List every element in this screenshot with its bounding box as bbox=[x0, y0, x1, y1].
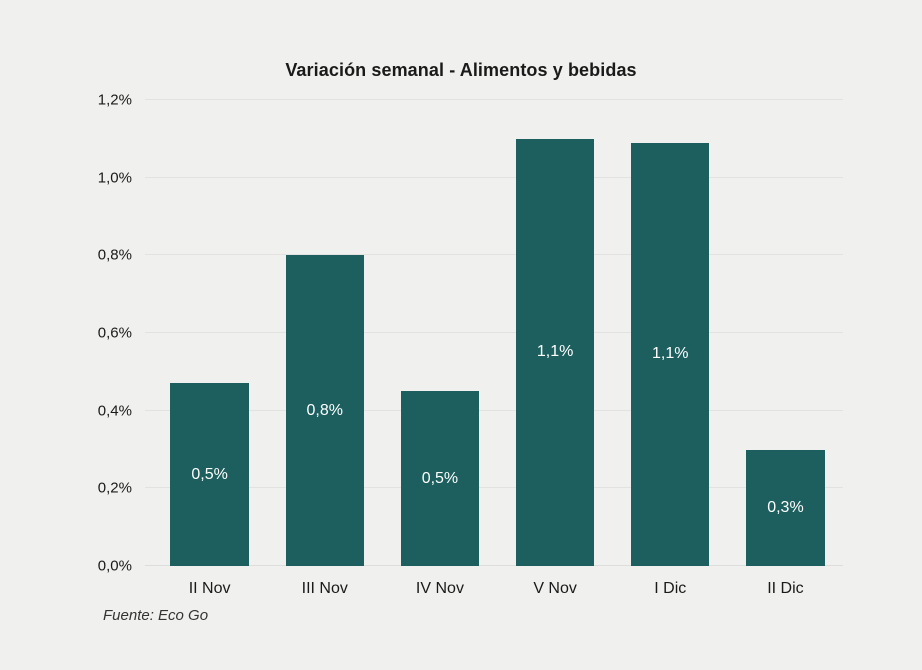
gridline-0,0% bbox=[145, 565, 843, 566]
bar-value-label: 0,5% bbox=[191, 465, 228, 483]
x-tick-label: IV Nov bbox=[415, 580, 464, 597]
bar-slot: 1,1% bbox=[613, 100, 728, 566]
bar-slot: 0,8% bbox=[267, 100, 382, 566]
bar-value-label: 1,1% bbox=[652, 345, 689, 363]
gridline-1,0% bbox=[145, 176, 843, 178]
bars-row: 0,5% 0,8% 0,5% 1,1% 1,1% 0,3% bbox=[152, 100, 843, 566]
bar-ii-nov: 0,5% bbox=[170, 383, 249, 566]
x-tick-label: I Dic bbox=[654, 580, 687, 597]
gridline-1,2% bbox=[145, 99, 843, 100]
x-tick-label: II Nov bbox=[188, 580, 231, 597]
bar-iv-nov: 0,5% bbox=[400, 391, 480, 566]
gridline-0,6% bbox=[145, 332, 843, 333]
x-tick-label: II Dic bbox=[767, 580, 804, 597]
bar-i-dic: 1,1% bbox=[631, 142, 710, 566]
bar-value-label: 0,5% bbox=[421, 469, 459, 487]
y-tick-label: 1,0% bbox=[97, 169, 132, 187]
x-tick-label: III Nov bbox=[301, 580, 348, 597]
bar-slot: 1,1% bbox=[498, 100, 613, 566]
y-tick-label: 1,2% bbox=[97, 91, 132, 109]
bar-slot: 0,5% bbox=[382, 100, 497, 566]
x-axis: II Nov III Nov IV Nov V Nov I Dic II Dic bbox=[152, 580, 843, 598]
bar-value-label: 0,8% bbox=[306, 401, 343, 419]
plot-area: 0,5% 0,8% 0,5% 1,1% 1,1% 0,3% bbox=[145, 99, 843, 566]
y-tick-label: 0,6% bbox=[97, 324, 132, 342]
bar-slot: 0,3% bbox=[728, 100, 843, 566]
bar-v-nov: 1,1% bbox=[515, 138, 595, 566]
bar-iii-nov: 0,8% bbox=[285, 255, 364, 566]
y-tick-label: 0,2% bbox=[97, 479, 132, 497]
bar-ii-dic: 0,3% bbox=[746, 449, 825, 566]
bar-slot: 0,5% bbox=[152, 100, 267, 566]
y-tick-label: 0,8% bbox=[97, 246, 132, 264]
y-tick-label: 0,0% bbox=[97, 557, 132, 575]
bar-value-label: 0,3% bbox=[767, 498, 804, 516]
chart-title: Variación semanal - Alimentos y bebidas bbox=[285, 60, 637, 80]
y-axis: 1,2% 1,0% 0,8% 0,6% 0,4% 0,2% 0,0% bbox=[0, 92, 138, 575]
gridline-0,2% bbox=[145, 487, 843, 489]
gridline-0,4% bbox=[145, 409, 843, 411]
bar-value-label: 1,1% bbox=[536, 343, 574, 361]
gridline-0,8% bbox=[145, 254, 843, 256]
y-tick-label: 0,4% bbox=[97, 402, 132, 420]
source-note: Fuente: Eco Go bbox=[103, 607, 209, 624]
x-tick-label: V Nov bbox=[533, 580, 577, 597]
